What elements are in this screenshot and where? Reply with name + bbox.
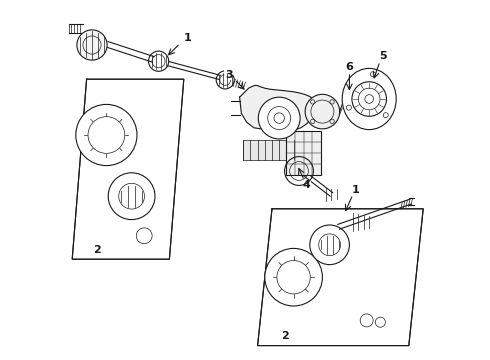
Text: 1: 1 bbox=[352, 185, 360, 195]
Polygon shape bbox=[72, 79, 184, 259]
Polygon shape bbox=[258, 209, 423, 346]
Circle shape bbox=[108, 173, 155, 220]
Text: 2: 2 bbox=[281, 330, 289, 341]
Text: 6: 6 bbox=[345, 62, 353, 72]
Bar bbox=[243, 140, 301, 160]
Circle shape bbox=[258, 97, 300, 139]
Text: 5: 5 bbox=[379, 51, 386, 61]
Text: 4: 4 bbox=[303, 180, 311, 190]
Bar bbox=[286, 131, 320, 175]
Circle shape bbox=[76, 104, 137, 166]
Text: 1: 1 bbox=[184, 33, 191, 43]
Circle shape bbox=[77, 30, 107, 60]
Text: 3: 3 bbox=[225, 69, 233, 80]
Circle shape bbox=[265, 248, 322, 306]
Ellipse shape bbox=[342, 68, 396, 130]
Polygon shape bbox=[240, 85, 317, 131]
Circle shape bbox=[310, 225, 349, 265]
Circle shape bbox=[305, 94, 340, 129]
Text: 2: 2 bbox=[94, 245, 101, 255]
